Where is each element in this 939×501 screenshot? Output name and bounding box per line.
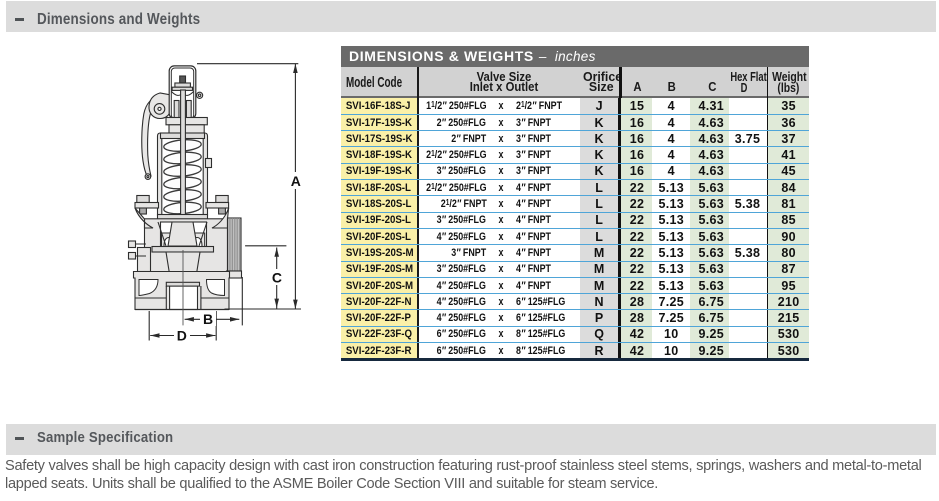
svg-text:A: A [291, 173, 301, 189]
svg-text:B: B [203, 311, 213, 327]
svg-text:D: D [177, 328, 187, 344]
svg-text:C: C [272, 270, 282, 286]
